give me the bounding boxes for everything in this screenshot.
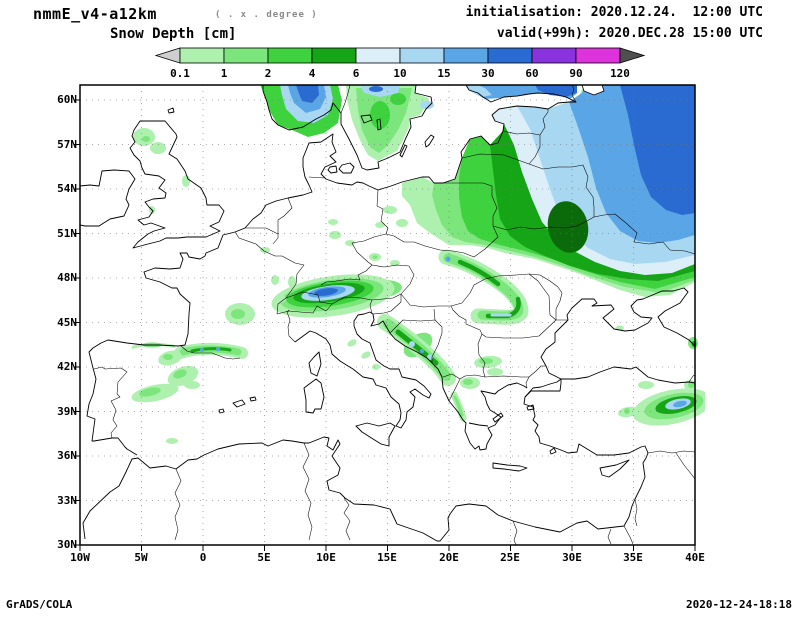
lon-label-0: 0 (199, 551, 207, 564)
lat-label-45n: 45N (57, 316, 77, 329)
lon-label-5w: 5W (134, 551, 148, 564)
lon-label-5e: 5E (257, 551, 271, 564)
colorbar-legend: 0.1 1 2 4 6 10 15 30 60 90 120 (154, 47, 646, 80)
snow-alps (271, 274, 402, 318)
snow-central-europe-patches (328, 206, 408, 266)
lon-label-20e: 20E (439, 551, 459, 564)
svg-text:2: 2 (265, 67, 272, 80)
lon-label-40e: 40E (685, 551, 705, 564)
svg-text:15: 15 (437, 67, 450, 80)
colorbar-under-arrow (154, 47, 181, 64)
plot-timestamp: 2020-12-24-18:18 (686, 598, 792, 611)
lat-label-48n: 48N (57, 271, 77, 284)
lat-label-42n: 42N (57, 360, 77, 373)
lon-label-10w: 10W (70, 551, 90, 564)
snow-finland (466, 85, 577, 99)
svg-text:0.1: 0.1 (170, 67, 190, 80)
axis-tick-marks (74, 99, 696, 551)
svg-text:10: 10 (393, 67, 406, 80)
field-title: Snow Depth [cm] (110, 26, 237, 42)
lon-label-10e: 10E (316, 551, 336, 564)
grid-dots (80, 85, 695, 545)
snow-pyrenees (174, 342, 248, 359)
snow-field (131, 84, 705, 444)
svg-text:30: 30 (481, 67, 494, 80)
lon-label-25e: 25E (500, 551, 520, 564)
svg-text:120: 120 (610, 67, 630, 80)
map-plot (74, 84, 705, 551)
colorbar-tick-labels: 0.1 1 2 4 6 10 15 30 60 90 120 (170, 67, 630, 80)
grads-credit: GrADS/COLA (6, 598, 73, 611)
coastlines (79, 84, 696, 542)
colorbar-over-arrow (619, 47, 646, 64)
snow-britain (133, 128, 190, 214)
colorbar-segments (154, 47, 646, 64)
snow-turkey (616, 325, 705, 426)
model-title: nmmE_v4-a12km (33, 5, 157, 23)
snow-northeast-europe (402, 84, 695, 297)
lat-label-60n: 60N (57, 93, 77, 106)
snow-carpathians (438, 249, 529, 325)
snow-spain (131, 342, 200, 444)
svg-text:4: 4 (309, 67, 316, 80)
lat-label-57n: 57N (57, 138, 77, 151)
initialisation-label: initialisation: 2020.12.24. 12:00 UTC (465, 5, 763, 20)
valid-time-label: valid(+99h): 2020.DEC.28 15:00 UTC (496, 26, 763, 41)
lat-label-36n: 36N (57, 449, 77, 462)
snow-balkans (377, 314, 503, 422)
lat-label-30n: 30N (57, 538, 77, 551)
lat-label-39n: 39N (57, 405, 77, 418)
svg-text:60: 60 (525, 67, 538, 80)
svg-text:6: 6 (353, 67, 360, 80)
model-subtitle: ( . x . degree ) (215, 10, 318, 20)
lat-label-51n: 51N (57, 227, 77, 240)
snow-italy-apennines (347, 339, 380, 370)
lon-label-30e: 30E (562, 551, 582, 564)
snow-sweden (346, 85, 434, 161)
svg-text:1: 1 (221, 67, 228, 80)
country-borders (93, 84, 696, 546)
lon-label-35e: 35E (623, 551, 643, 564)
svg-text:90: 90 (569, 67, 582, 80)
snow-france-patches (225, 247, 296, 325)
lat-label-54n: 54N (57, 182, 77, 195)
lon-label-15e: 15E (377, 551, 397, 564)
lat-label-33n: 33N (57, 494, 77, 507)
snow-norway (260, 85, 342, 137)
